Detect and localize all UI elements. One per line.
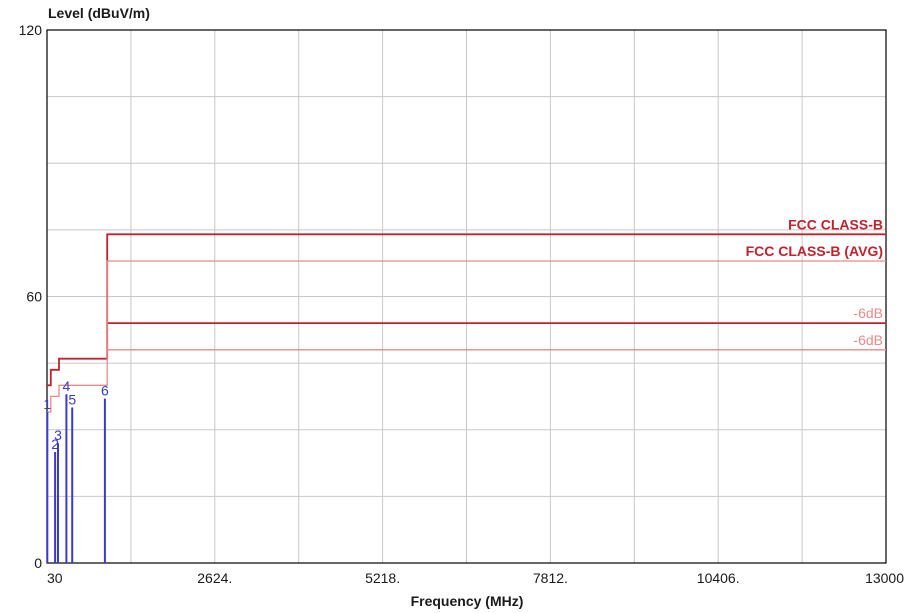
limit-line-0 — [47, 233, 886, 387]
marker-label: 4 — [63, 378, 71, 394]
marker-layer: 1 23 45 6 — [43, 378, 109, 563]
marker-label: 5 — [68, 392, 76, 408]
marker-label: 6 — [101, 383, 109, 399]
labels-layer: 30 2624. 5218. 7812. 10406. 13000 0 60 120 FCC CL… — [19, 22, 905, 586]
x-tick-label: 13000 — [865, 570, 904, 586]
series-label: -6dB — [853, 305, 883, 321]
y-tick-label: 60 — [26, 289, 42, 305]
series-layer — [47, 233, 886, 413]
y-axis-label: Level (dBuV/m) — [48, 5, 150, 21]
series-label: -6dB — [853, 332, 883, 348]
marker-label: 2 — [51, 436, 59, 452]
x-axis-label: Frequency (MHz) — [411, 593, 524, 609]
plot-frame — [46, 29, 887, 564]
x-tick-label: 2624. — [197, 570, 232, 586]
x-tick-label: 5218. — [365, 570, 400, 586]
x-tick-label: 10406. — [697, 570, 740, 586]
margin-line-2 — [47, 260, 886, 413]
y-tick-label: 0 — [34, 555, 42, 571]
x-tick-label: 7812. — [533, 570, 568, 586]
marker-label: 3 — [54, 427, 62, 443]
grid — [47, 30, 886, 563]
series-label: FCC CLASS-B (AVG) — [746, 243, 883, 259]
y-tick-label: 120 — [19, 22, 43, 38]
marker-label: 1 — [43, 396, 51, 412]
x-tick-label: 30 — [47, 570, 63, 586]
series-label: FCC CLASS-B — [788, 216, 883, 232]
